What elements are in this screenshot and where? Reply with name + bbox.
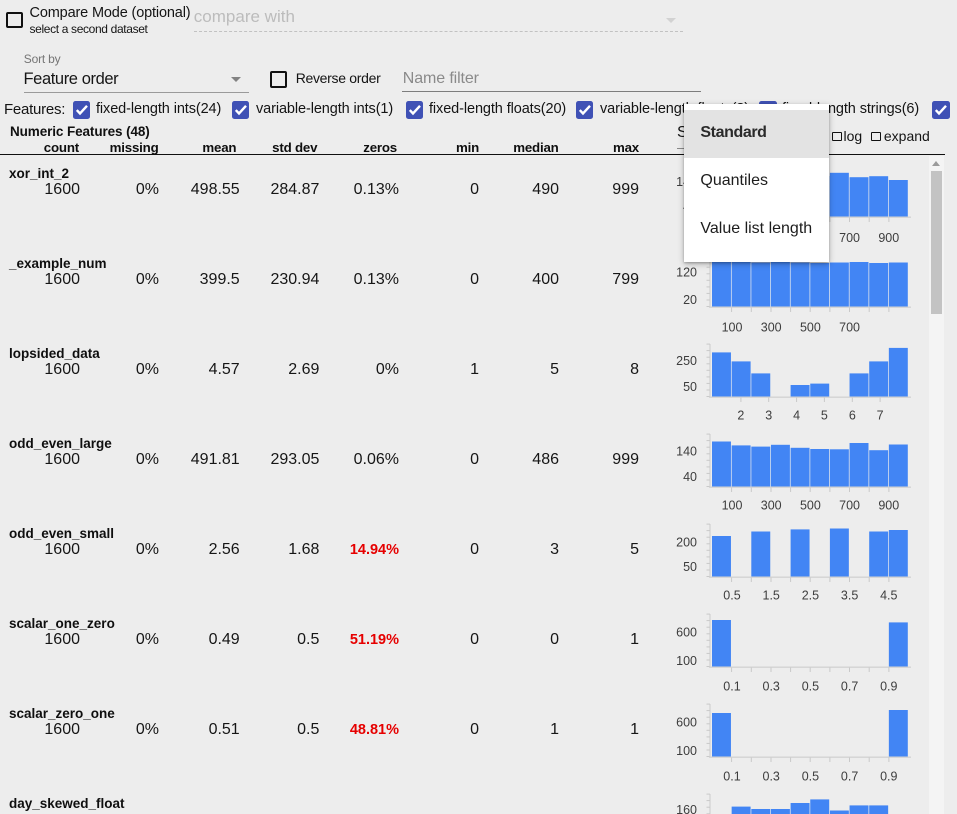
svg-text:5: 5: [821, 409, 828, 423]
svg-text:4: 4: [793, 409, 800, 423]
svg-text:6: 6: [849, 409, 856, 423]
svg-text:160: 160: [676, 803, 697, 814]
svg-text:100: 100: [722, 320, 743, 334]
svg-text:700: 700: [839, 320, 860, 334]
svg-text:100: 100: [722, 499, 743, 513]
svg-text:40: 40: [683, 470, 697, 484]
svg-text:0.5: 0.5: [723, 589, 740, 603]
svg-text:4.5: 4.5: [880, 589, 897, 603]
svg-text:0.3: 0.3: [763, 769, 780, 783]
svg-text:0.1: 0.1: [723, 769, 740, 783]
svg-text:0.7: 0.7: [841, 679, 858, 693]
svg-text:0.9: 0.9: [880, 769, 897, 783]
svg-text:0.5: 0.5: [802, 769, 819, 783]
svg-text:300: 300: [761, 320, 782, 334]
svg-text:0.5: 0.5: [802, 679, 819, 693]
svg-text:50: 50: [683, 560, 697, 574]
svg-text:500: 500: [800, 499, 821, 513]
svg-text:700: 700: [839, 231, 860, 245]
svg-text:0.9: 0.9: [880, 679, 897, 693]
svg-text:0.7: 0.7: [841, 769, 858, 783]
svg-text:0.3: 0.3: [763, 679, 780, 693]
svg-text:3.5: 3.5: [841, 589, 858, 603]
svg-text:2: 2: [737, 409, 744, 423]
svg-text:140: 140: [676, 445, 697, 459]
svg-text:900: 900: [878, 499, 899, 513]
svg-text:50: 50: [683, 380, 697, 394]
svg-text:2.5: 2.5: [802, 589, 819, 603]
svg-text:120: 120: [676, 265, 697, 279]
svg-text:7: 7: [877, 409, 884, 423]
svg-text:300: 300: [761, 499, 782, 513]
svg-text:250: 250: [676, 354, 697, 368]
svg-text:200: 200: [676, 535, 697, 549]
svg-text:700: 700: [839, 499, 860, 513]
svg-text:600: 600: [676, 625, 697, 639]
svg-text:3: 3: [765, 409, 772, 423]
svg-text:1.5: 1.5: [763, 589, 780, 603]
svg-text:100: 100: [676, 654, 697, 668]
svg-text:20: 20: [683, 293, 697, 307]
svg-text:100: 100: [676, 744, 697, 758]
svg-text:500: 500: [800, 320, 821, 334]
svg-text:600: 600: [676, 715, 697, 729]
svg-text:900: 900: [878, 231, 899, 245]
svg-text:0.1: 0.1: [723, 679, 740, 693]
